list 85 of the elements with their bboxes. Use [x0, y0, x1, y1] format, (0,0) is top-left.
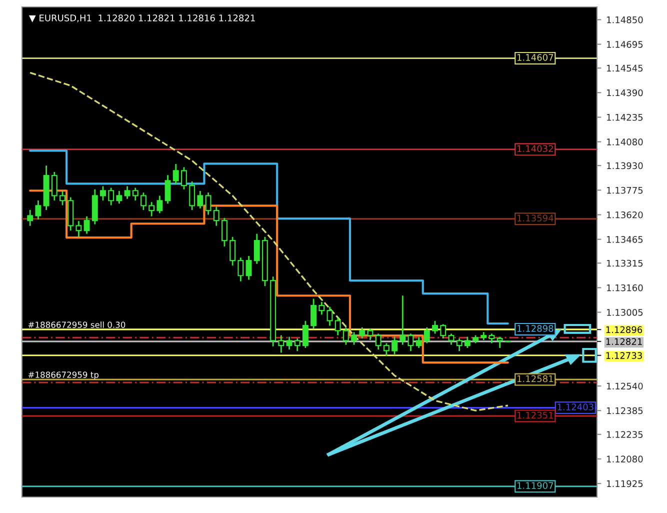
annotation: #1886672959 sell 0.30: [28, 321, 126, 328]
candlestick: [238, 256, 244, 282]
candlestick: [342, 326, 349, 346]
candlestick: [448, 332, 454, 346]
candlestick: [189, 180, 196, 211]
candlestick: [383, 342, 390, 357]
y-tick-label: 1.13160: [607, 284, 643, 292]
candlestick: [51, 171, 58, 202]
y-tick-label: 1.14390: [607, 89, 643, 96]
candlestick: [400, 294, 406, 346]
candlestick: [424, 326, 430, 344]
candlestick: [408, 332, 414, 352]
candlestick: [180, 166, 187, 190]
ref-line-label: 1.13594: [517, 214, 554, 222]
candlestick: [197, 190, 204, 210]
y-tick-label: 1.13465: [607, 236, 643, 243]
candlestick: [108, 187, 114, 206]
ref-line-label: 1.11907: [517, 482, 554, 489]
ref-line-label: 1.12581: [517, 375, 553, 382]
y-tick-label: 1.12235: [607, 431, 643, 438]
candlestick: [392, 336, 398, 355]
candlestick: [294, 338, 300, 352]
candlestick: [488, 332, 495, 344]
candlestick: [172, 163, 179, 186]
ref-line-label: 1.14032: [517, 145, 553, 152]
candlestick: [148, 201, 155, 218]
candlestick: [351, 331, 358, 346]
candlestick: [318, 301, 325, 316]
candlestick: [27, 209, 34, 227]
candlestick: [432, 320, 438, 334]
candlestick: [124, 185, 130, 200]
candlestick: [496, 336, 503, 349]
y-tick-label: 1.13315: [607, 260, 643, 267]
y-tick-label: 1.11925: [607, 480, 643, 488]
y-tick-label: 1.13930: [607, 162, 643, 170]
candlestick: [302, 320, 308, 349]
y2-tick-label: 1.12821: [606, 338, 642, 345]
y2-tick-label: 1.12733: [606, 352, 642, 359]
ref-line-label: 1.12351: [517, 412, 553, 419]
candlestick: [60, 190, 66, 206]
candlestick: [278, 334, 284, 354]
candlestick: [334, 317, 341, 336]
candlestick: [132, 187, 138, 202]
candlestick: [286, 336, 292, 350]
candlestick: [76, 220, 82, 238]
y-tick-label: 1.14080: [607, 138, 643, 146]
y-tick-label: 1.13005: [607, 308, 643, 316]
candlestick: [246, 255, 252, 280]
y2-tick-label: 1.12896: [606, 326, 642, 334]
candlestick: [254, 233, 260, 265]
candlestick: [440, 323, 446, 340]
annotation: #1886672959 tp: [28, 372, 99, 380]
candlestick: [221, 217, 228, 248]
ref-line-label: 1.12898: [517, 325, 554, 332]
candlestick: [100, 185, 106, 202]
line-series: [29, 72, 509, 412]
candlestick: [213, 206, 220, 227]
candlestick: [456, 338, 462, 352]
candlestick: [326, 306, 333, 326]
y-tick-label: 1.14695: [607, 40, 643, 48]
candlestick: [230, 236, 236, 266]
candlestick: [464, 336, 470, 349]
candlestick: [205, 192, 212, 216]
candlestick: [35, 200, 42, 220]
ref-line-label: 1.12403: [558, 404, 594, 410]
y-tick-label: 1.12080: [607, 456, 643, 462]
ref-line-label: 1.14607: [517, 54, 554, 61]
y-tick-label: 1.12385: [607, 407, 643, 414]
y-tick-label: 1.13775: [607, 186, 643, 194]
candlestick: [416, 336, 422, 349]
candlestick: [164, 174, 171, 204]
candlestick: [116, 190, 122, 204]
text: ▼ EURUSD,H1 1.12820 1.12821 1.12816 1.12821: [28, 14, 255, 22]
y-tick-label: 1.14545: [607, 64, 643, 72]
candlestick: [140, 192, 146, 211]
y-tick-label: 1.13620: [607, 211, 643, 218]
y-tick-label: 1.14235: [607, 114, 643, 121]
candlestick: [367, 328, 374, 341]
candlestick: [359, 326, 366, 340]
candlestick: [375, 332, 382, 350]
candlestick: [310, 298, 317, 330]
y-tick-label: 1.12540: [607, 382, 643, 390]
y-tick-label: 1.14850: [607, 16, 643, 24]
candlestick: [156, 195, 163, 214]
candlestick: [84, 216, 90, 234]
